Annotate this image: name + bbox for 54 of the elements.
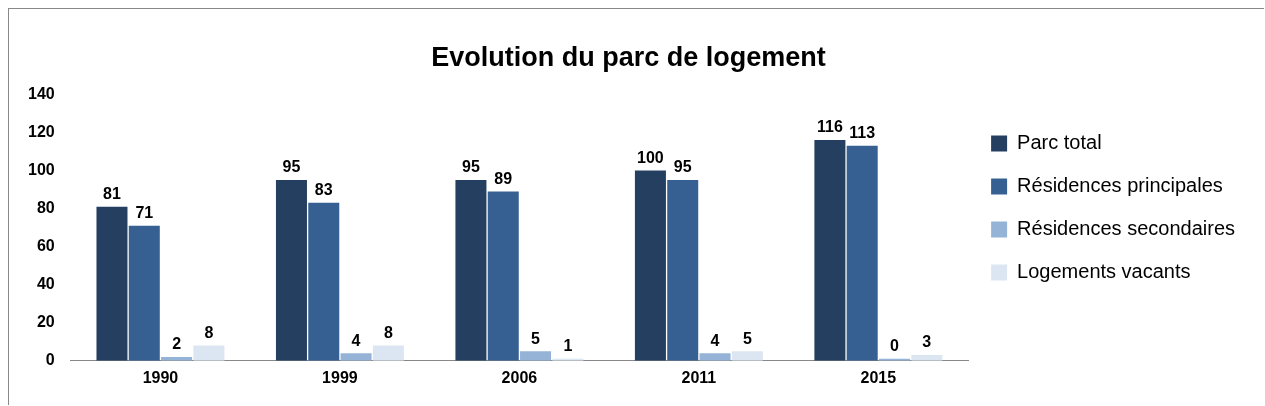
legend-label: Résidences principales <box>1017 174 1223 197</box>
data-label: 95 <box>673 158 692 176</box>
data-label: 8 <box>204 323 214 341</box>
y-tick-label: 120 <box>27 122 55 140</box>
y-tick-label: 20 <box>36 313 55 331</box>
legend-label: Logements vacants <box>1017 260 1191 283</box>
data-label: 5 <box>742 329 752 347</box>
data-label: 8 <box>383 323 393 341</box>
bar <box>275 180 307 361</box>
legend-label: Résidences secondaires <box>1017 217 1236 240</box>
data-label: 3 <box>922 333 932 351</box>
x-tick-label: 1999 <box>322 368 358 386</box>
bar <box>372 345 404 361</box>
bar <box>128 225 160 361</box>
bar <box>814 140 846 361</box>
bar <box>731 351 763 361</box>
bar <box>340 353 372 361</box>
bar <box>455 180 487 361</box>
legend-label: Parc total <box>1017 131 1102 154</box>
data-label: 5 <box>531 329 541 347</box>
data-label: 0 <box>890 337 900 355</box>
bar <box>634 170 666 361</box>
bar <box>96 206 128 361</box>
y-tick-label: 100 <box>27 160 55 178</box>
y-tick-label: 0 <box>45 351 55 369</box>
data-label: 81 <box>103 185 121 203</box>
y-tick-label: 40 <box>36 275 55 293</box>
data-label: 4 <box>710 331 720 349</box>
data-label: 83 <box>314 181 333 199</box>
data-label: 71 <box>135 204 154 222</box>
chart-title: Evolution du parc de logement <box>431 41 826 72</box>
bar <box>699 353 731 361</box>
x-tick-label: 2006 <box>501 368 538 386</box>
data-label: 1 <box>563 337 573 355</box>
data-label: 95 <box>462 158 480 176</box>
data-label: 116 <box>816 118 843 136</box>
data-label: 100 <box>637 148 664 166</box>
bar <box>667 180 699 361</box>
y-tick-label: 60 <box>36 237 55 255</box>
x-tick-label: 2015 <box>860 368 897 386</box>
data-label: 4 <box>351 331 361 349</box>
data-label: 2 <box>172 335 182 353</box>
x-tick-label: 2011 <box>681 368 717 386</box>
bar <box>193 345 225 361</box>
bar <box>487 191 519 361</box>
data-label: 113 <box>849 124 876 142</box>
y-tick-label: 140 <box>27 84 55 102</box>
bar <box>846 145 878 361</box>
data-label: 95 <box>282 158 301 176</box>
x-tick-label: 1990 <box>142 368 179 386</box>
bar <box>308 202 340 361</box>
data-label: 89 <box>494 169 513 187</box>
y-tick-label: 80 <box>36 198 55 216</box>
bar <box>520 351 552 361</box>
